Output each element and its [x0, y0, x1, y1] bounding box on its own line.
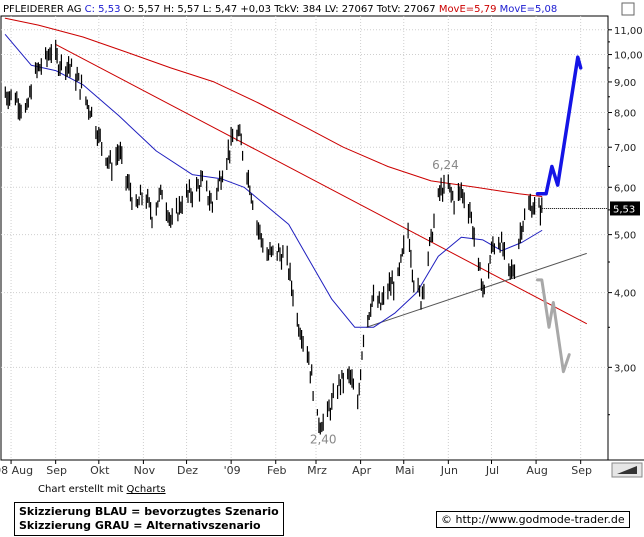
- trendline-support: [365, 253, 587, 328]
- current-price-marker: [610, 201, 640, 216]
- x-tick-label: Sep: [46, 464, 67, 477]
- stock-name: PFLEIDERER AG: [3, 4, 81, 15]
- x-axis: '08 Aug Sep Okt Nov Dez '09 Feb Mrz Apr Mai Jun Jul…: [0, 460, 592, 477]
- x-tick-label: '09: [224, 464, 241, 477]
- annotation-label: 6,24: [432, 158, 459, 172]
- copyright-icon: ©: [441, 513, 452, 526]
- x-tick-label: Sep: [571, 464, 592, 477]
- header-text: PFLEIDERER AG C: 5,53 O: 5,57 H: 5,57 L:…: [3, 4, 557, 15]
- x-tick-label: Mrz: [307, 464, 327, 477]
- ma2-legend: MovE=5,08: [500, 4, 558, 15]
- x-tick-label: Jun: [440, 464, 458, 477]
- scenario-grau: [536, 278, 571, 374]
- y-tick-label: 11,00: [614, 26, 643, 37]
- x-tick-label: Aug: [526, 464, 547, 477]
- x-tick-label: Okt: [90, 464, 110, 477]
- credit-prefix: Chart erstellt mit: [38, 484, 124, 495]
- plot-lines: [4, 17, 587, 328]
- plot-frame: [0, 15, 609, 461]
- x-tick-label: '08 Aug: [0, 464, 33, 477]
- y-tick-label: 3,00: [614, 363, 636, 374]
- top-right-icon: [621, 2, 635, 16]
- scenario-lines: [535, 55, 583, 374]
- trendline-resistance: [55, 43, 587, 325]
- y-tick-label: 4,00: [614, 289, 636, 300]
- ohlc-values: O: 5,57 H: 5,57 L: 5,47 +0,03 TckV: 384 …: [124, 4, 436, 15]
- y-axis: 11,00 10,00 9,00 8,00 7,00 6,00 5,00 4,00 3,00: [608, 26, 643, 416]
- scenario-blau: [535, 55, 583, 196]
- x-tick-label: Feb: [267, 464, 286, 477]
- scroll-button[interactable]: [611, 462, 643, 478]
- chart-credit: Chart erstellt mit Qcharts: [38, 484, 166, 495]
- price-bars: 5,53: [4, 39, 640, 435]
- legend-grey: Skizzierung GRAU = Alternativszenario: [19, 519, 261, 532]
- x-tick-label: Jul: [485, 464, 499, 477]
- x-tick-label: Apr: [352, 464, 372, 477]
- close-value: C: 5,53: [85, 4, 121, 15]
- scenario-legend: Skizzierung BLAU = bevorzugtes Szenario …: [14, 502, 284, 536]
- y-tick-label: 9,00: [614, 78, 636, 89]
- annotations: 6,24 2,40: [310, 158, 459, 446]
- annotation-label: 2,40: [310, 432, 337, 446]
- x-tick-label: Nov: [134, 464, 156, 477]
- grid: [1, 16, 608, 460]
- x-tick-label: Mai: [395, 464, 414, 477]
- moving-average-2: [4, 34, 543, 328]
- x-tick-label: Dez: [177, 464, 198, 477]
- y-tick-label: 7,00: [614, 143, 636, 154]
- moving-average-1: [4, 17, 543, 197]
- y-tick-label: 10,00: [614, 51, 643, 62]
- qcharts-link[interactable]: Qcharts: [126, 484, 166, 495]
- source-url[interactable]: © http://www.godmode-trader.de: [436, 511, 630, 528]
- y-tick-label: 8,00: [614, 109, 636, 120]
- url-text: http://www.godmode-trader.de: [455, 513, 625, 526]
- y-tick-label: 5,00: [614, 231, 636, 242]
- legend-blue: Skizzierung BLAU = bevorzugtes Szenario: [19, 505, 279, 518]
- ma1-legend: MovE=5,79: [439, 4, 497, 15]
- current-price-label: 5,53: [613, 204, 635, 215]
- y-tick-label: 6,00: [614, 183, 636, 194]
